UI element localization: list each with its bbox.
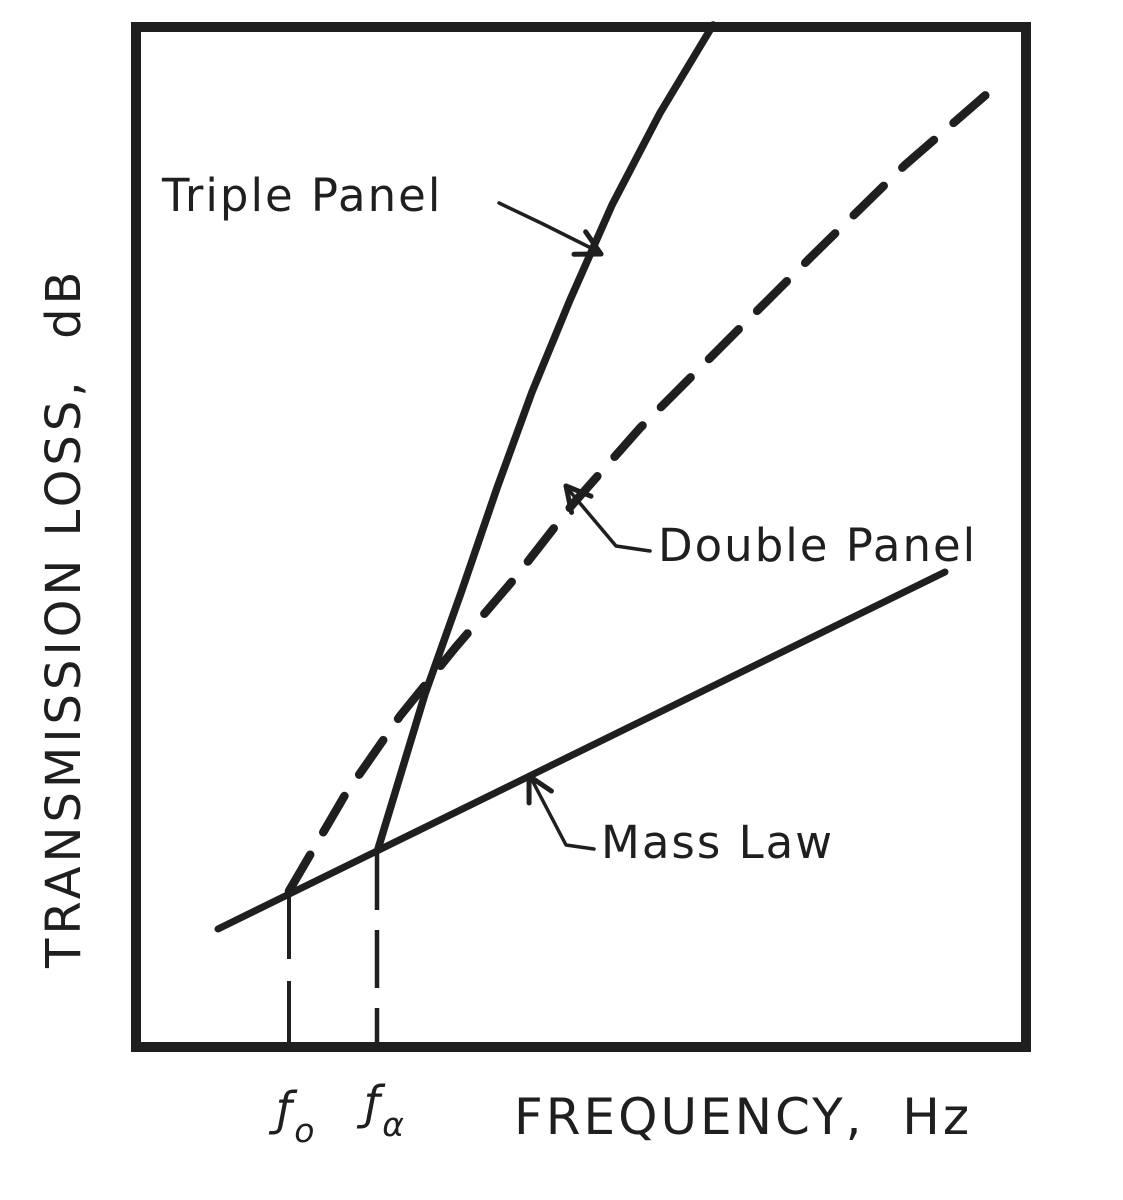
x-tick-fo: ƒo: [276, 1082, 314, 1150]
series-mass-law-line: [214, 568, 949, 933]
triple-panel-leader-line: [497, 201, 599, 253]
triple-panel-label: Triple Panel: [162, 169, 443, 222]
x-tick-fo-subscript: o: [294, 1111, 315, 1150]
triple-panel-arrowhead-barb-1: [583, 229, 604, 257]
x-tick-fo-symbol: ƒ: [276, 1082, 293, 1136]
x-axis-label: FREQUENCY, Hz: [514, 1088, 973, 1146]
mass-law-label: Mass Law: [601, 816, 835, 869]
double-panel-leader-line: [566, 487, 652, 553]
double-panel-arrowhead-barb-0: [563, 483, 594, 499]
plot-frame: [131, 22, 1031, 1052]
x-tick-falpha-symbol: ƒ: [364, 1076, 381, 1130]
mass-law-leader-line: [530, 778, 596, 851]
x-tick-falpha-subscript: α: [382, 1105, 404, 1144]
double-panel-label: Double Panel: [658, 519, 978, 572]
double-panel-arrowhead-barb-1: [563, 483, 575, 515]
x-tick-falpha: ƒα: [364, 1076, 404, 1144]
y-axis-label: TRANSMISSION LOSS, dB: [36, 267, 92, 968]
series-triple-panel-line: [374, 21, 717, 853]
mass-law-arrowhead-barb-0: [526, 773, 554, 794]
